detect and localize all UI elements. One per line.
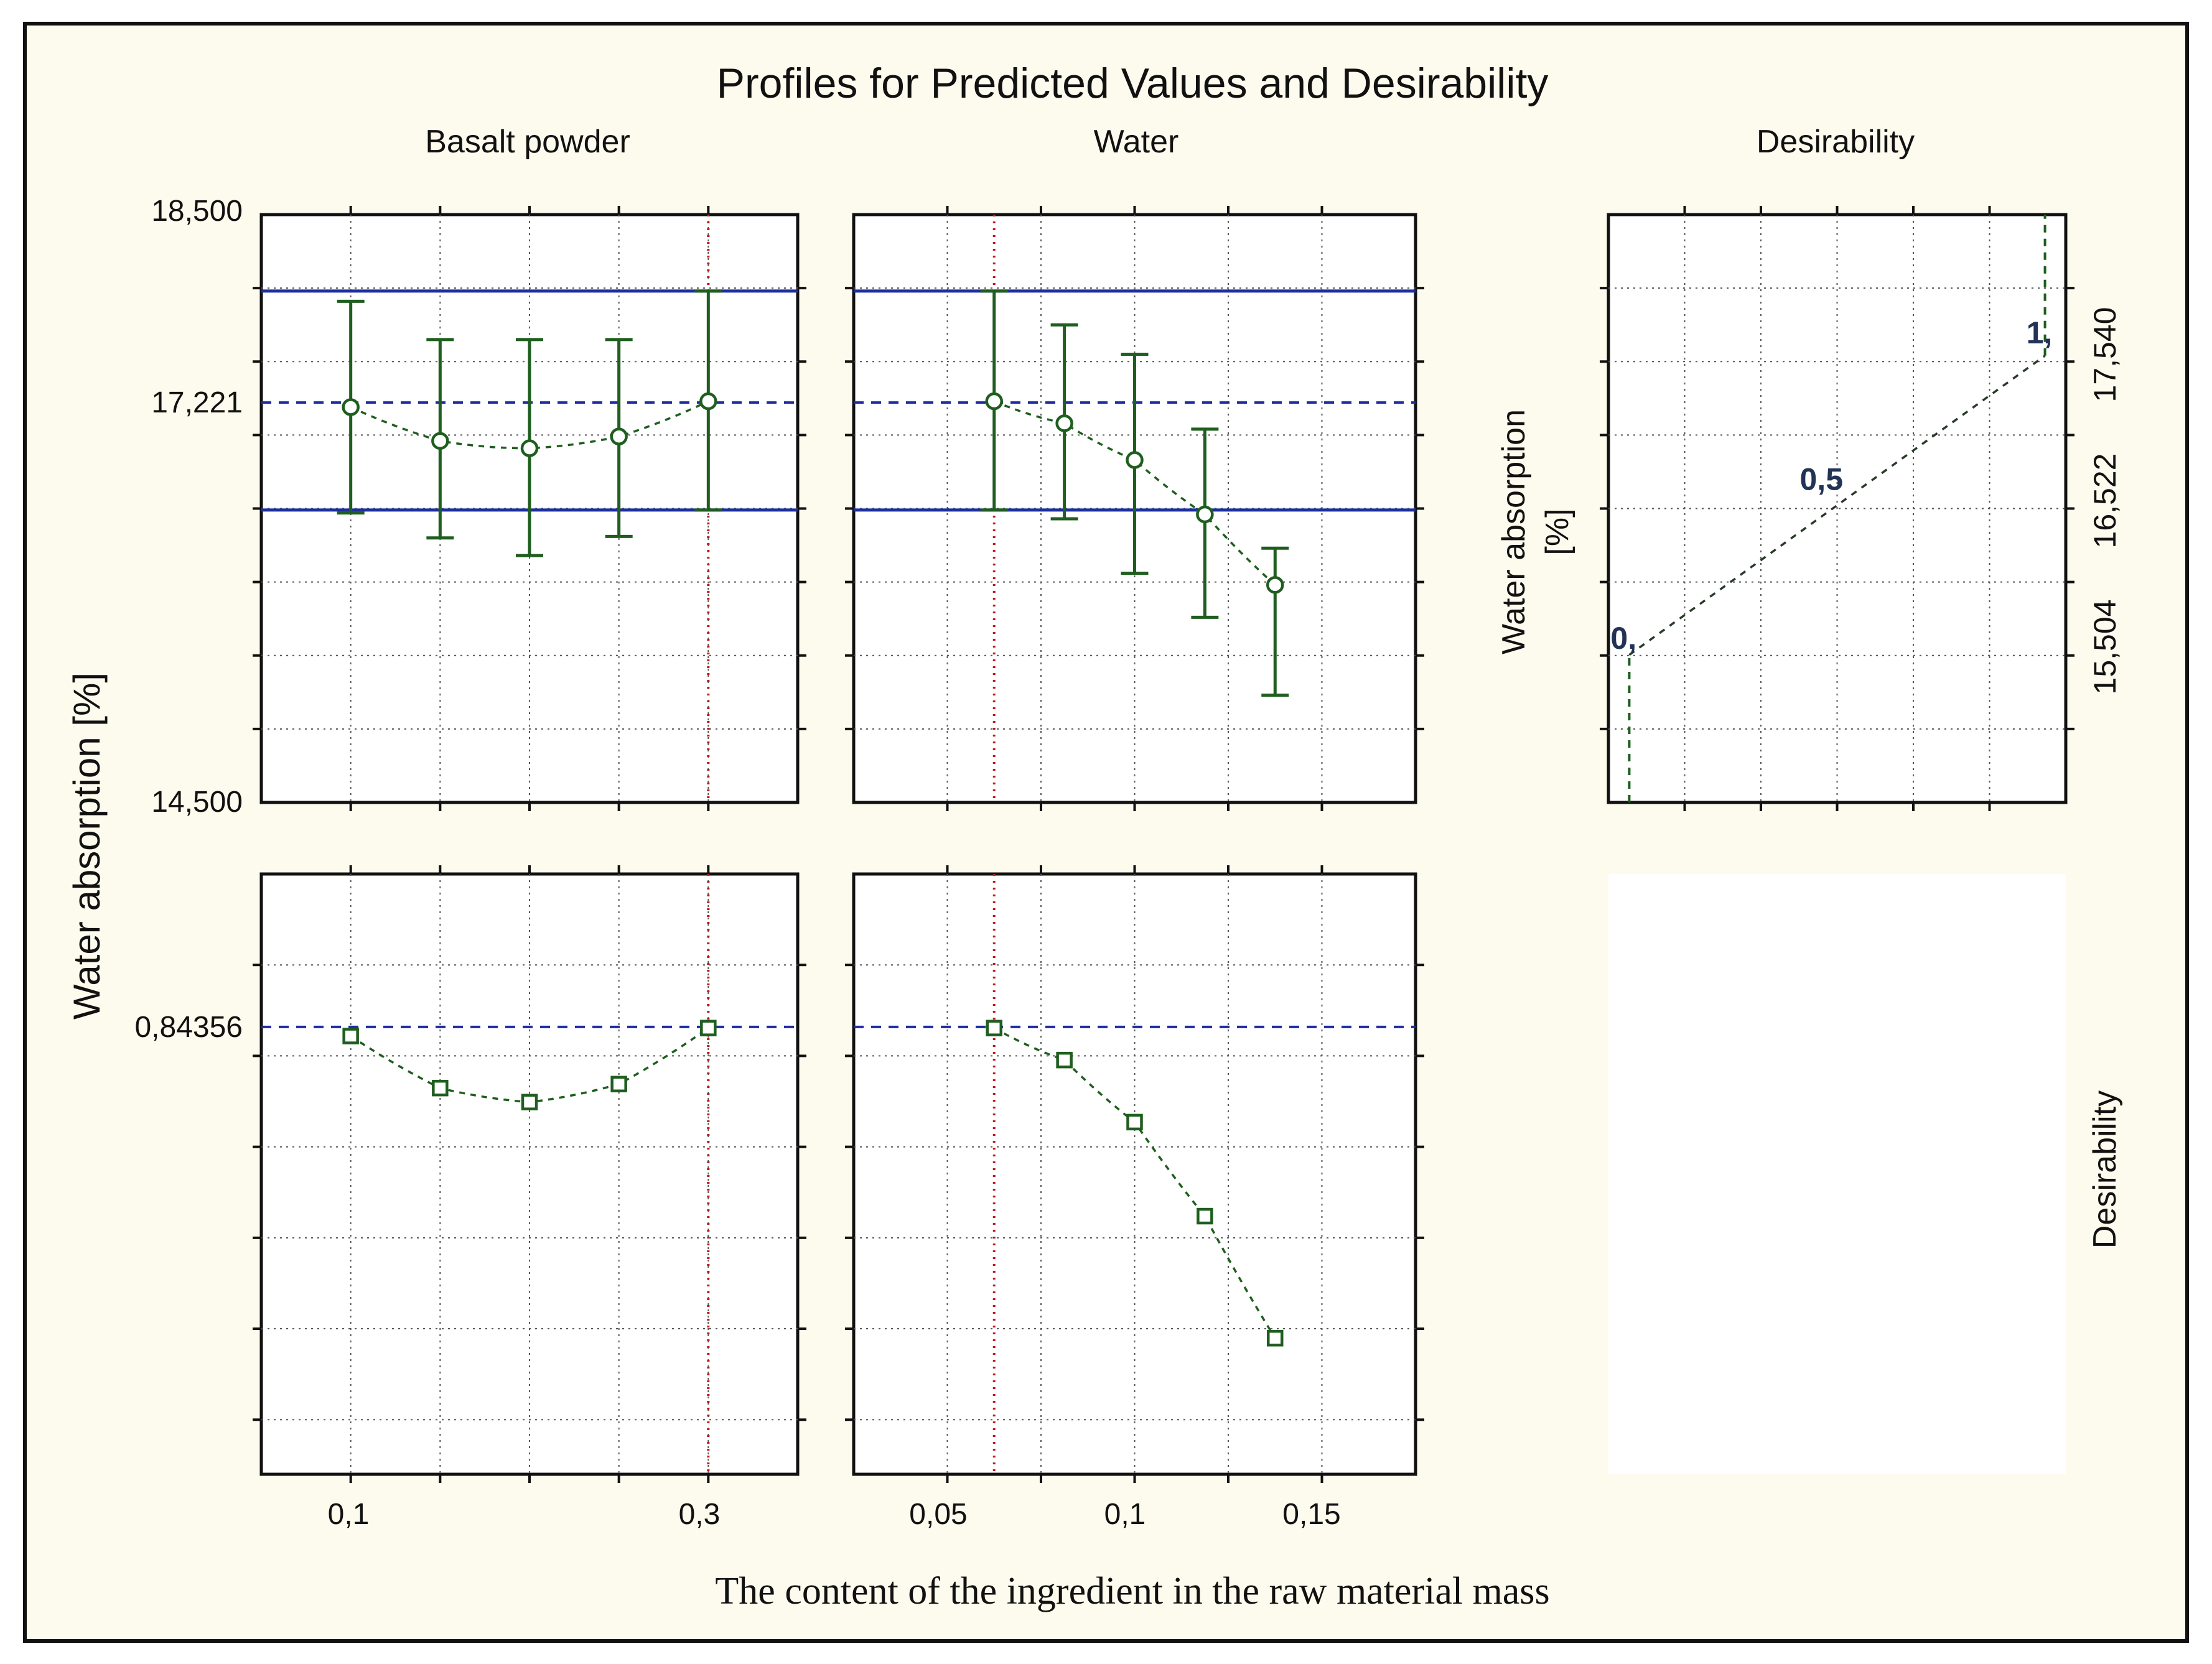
desirability-point-0 <box>342 1028 359 1044</box>
level-label-half: 0,5 <box>1800 462 1844 496</box>
column-header-water: Water <box>1094 124 1179 160</box>
panel-basalt-response <box>253 206 806 811</box>
y-axis-label-desirability: Desirability <box>2087 1090 2123 1248</box>
x-tick-water-0-15: 0,15 <box>1282 1498 1340 1531</box>
desirability-point-4 <box>700 1020 717 1036</box>
x-tick-water-0-1: 0,1 <box>1104 1498 1146 1531</box>
desirability-point-3 <box>1197 1207 1213 1225</box>
y-tick-label-predicted: 17,221 <box>151 386 243 419</box>
desirability-point-1 <box>1056 1051 1073 1069</box>
column-header-basalt-powder: Basalt powder <box>425 124 630 160</box>
desirability-point-4 <box>1267 1330 1284 1347</box>
x-axis-label: The content of the ingredient in the raw… <box>715 1570 1549 1612</box>
desirability-point-3 <box>610 1076 627 1092</box>
predicted-profile-curve <box>350 400 709 450</box>
data-point-2 <box>1126 451 1144 469</box>
panel-water-desirability <box>845 865 1424 1483</box>
data-point-3 <box>1196 505 1214 524</box>
data-point-1 <box>1055 414 1073 432</box>
data-point-2 <box>520 439 539 457</box>
response-y-ticks: 18,500 17,221 14,500 <box>151 195 243 819</box>
empty-desirability-panel <box>1608 874 2066 1474</box>
desirability-profile-y-label-line-1: Water absorption <box>1496 409 1532 654</box>
desirability-profile-tick-15504: 15,504 <box>2088 600 2122 695</box>
data-point-4 <box>699 392 717 411</box>
level-label-zero: 0, <box>1610 621 1636 656</box>
x-tick-labels: 0,1 0,3 0,05 0,1 0,15 <box>328 1498 1341 1531</box>
desirability-profile-tick-16522: 16,522 <box>2088 453 2122 549</box>
x-tick-basalt-0-1: 0,1 <box>328 1498 370 1531</box>
desirability-profile-y-label: Water absorption [%] <box>1496 409 1575 654</box>
column-header-desirability: Desirability <box>1757 124 1915 160</box>
y-tick-label-top: 18,500 <box>151 195 243 228</box>
data-point-4 <box>1266 576 1284 594</box>
x-tick-basalt-0-3: 0,3 <box>679 1498 721 1531</box>
panel-desirability-profile: 0, 0,5 1, <box>1600 206 2074 811</box>
desirability-ramp-line <box>1628 355 2046 656</box>
data-point-0 <box>985 392 1003 411</box>
desirability-profile-tick-17540: 17,540 <box>2088 307 2122 402</box>
desirability-profile-curve <box>993 1027 1276 1339</box>
y-tick-label-desirability: 0,84356 <box>134 1011 243 1044</box>
data-point-1 <box>431 432 449 450</box>
desirability-profile-tick-labels: 17,540 16,522 15,504 <box>2088 307 2122 695</box>
data-point-0 <box>342 398 360 416</box>
desirability-profile-y-label-line-2: [%] <box>1539 508 1575 555</box>
desirability-point-2 <box>1126 1113 1143 1131</box>
chart-title: Profiles for Predicted Values and Desira… <box>717 60 1549 107</box>
panel-water-response <box>845 206 1424 811</box>
data-point-3 <box>610 427 628 445</box>
desirability-point-0 <box>986 1020 1002 1036</box>
desirability-point-1 <box>432 1079 449 1097</box>
predicted-profile-curve <box>994 400 1276 586</box>
y-tick-label-bottom: 14,500 <box>151 786 243 819</box>
panel-basalt-desirability <box>253 865 806 1483</box>
y-axis-label-response: Water absorption [%] <box>66 672 108 1020</box>
level-label-one: 1, <box>2027 315 2053 350</box>
desirability-point-2 <box>521 1094 538 1110</box>
x-tick-water-0-05: 0,05 <box>909 1498 967 1531</box>
